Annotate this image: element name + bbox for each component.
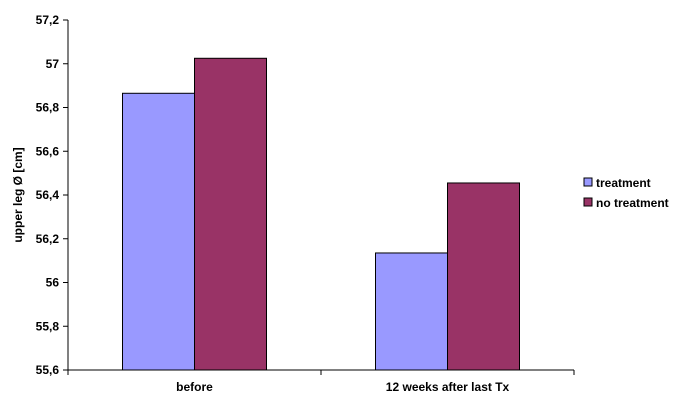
bar-group	[122, 57, 520, 371]
legend-label: no treatment	[596, 196, 669, 210]
y-tick-group: 55,6 55,8 56 56,2 56,4 56,6 56,8 57 57,2	[36, 13, 68, 377]
bar-treatment-1	[375, 252, 448, 371]
legend-swatch	[583, 197, 593, 207]
y-tick-label: 56	[46, 276, 60, 290]
x-tick-label: 12 weeks after last Tx	[386, 380, 510, 394]
x-tick-label: before	[176, 380, 213, 394]
legend: treatment no treatment	[583, 176, 669, 210]
y-tick-label: 56,8	[36, 101, 60, 115]
y-tick-label: 56,2	[36, 232, 60, 246]
x-tick-group: before 12 weeks after last Tx	[67, 370, 575, 394]
bar-treatment-0	[122, 92, 195, 371]
y-tick-label: 56,4	[36, 188, 60, 202]
bar-no-treatment-0	[194, 57, 267, 371]
y-tick-label: 55,8	[36, 319, 60, 333]
y-tick-label: 57	[46, 57, 60, 71]
legend-label: treatment	[596, 176, 651, 190]
y-tick-label: 56,6	[36, 144, 60, 158]
y-axis-label: upper leg Ø [cm]	[11, 147, 25, 242]
bar-no-treatment-1	[447, 182, 520, 371]
y-tick-label: 55,6	[36, 363, 60, 377]
legend-swatch	[583, 177, 593, 187]
y-tick-label: 57,2	[36, 13, 60, 27]
